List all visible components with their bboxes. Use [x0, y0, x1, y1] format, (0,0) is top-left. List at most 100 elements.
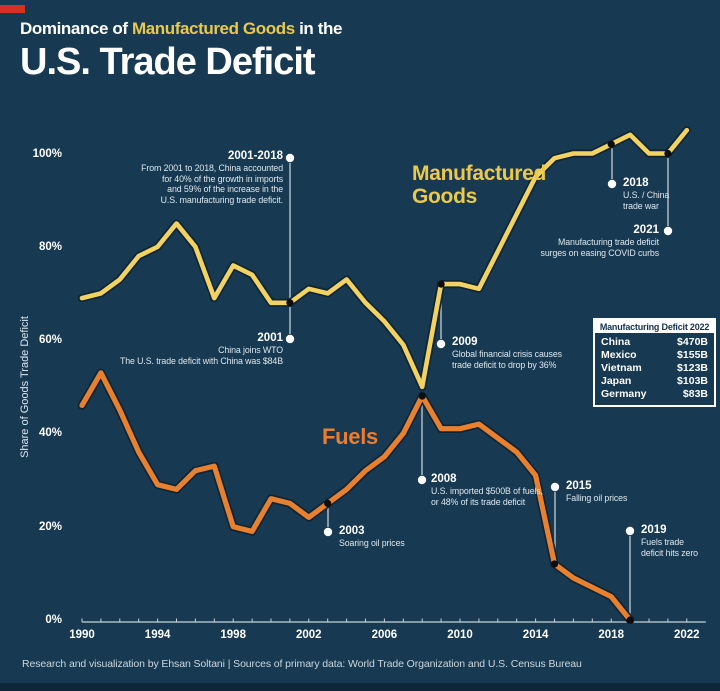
fuels-line: [79, 370, 633, 623]
x-tick-label-2002: 2002: [296, 629, 322, 641]
annotation-text: and 59% of the increase in the: [167, 184, 283, 194]
table-cell-value: $83B: [682, 388, 708, 400]
table-cell-value: $123B: [677, 362, 708, 374]
table-row: Vietnam $123B: [601, 362, 708, 375]
annotation-text: for 40% of the growth in imports: [162, 173, 283, 184]
annotation-text: deficit hits zero: [641, 547, 698, 558]
annotation-2001: 2001 China joins WTO The U.S. trade defi…: [120, 332, 283, 366]
annotation-text: surges on easing COVID curbs: [540, 247, 660, 258]
bottom-strip: [0, 683, 720, 691]
annotation-2021: 2021 Manufacturing trade deficit surges …: [540, 224, 660, 258]
series-label-manufactured-line1: Manufactured: [412, 162, 547, 185]
red-corner-badge: [0, 5, 25, 13]
annotation-year: 2003: [339, 525, 365, 537]
page-title: U.S. Trade Deficit: [20, 40, 316, 83]
annotation-2015: 2015 Falling oil prices: [566, 480, 627, 504]
annotation-text: trade deficit to drop by 36%: [452, 359, 557, 370]
series-label-manufactured-goods: Manufactured Goods: [412, 162, 546, 208]
table-body: China $470B Mexico $155B Vietnam $123B Japan $1…: [595, 333, 714, 405]
line-marker-dot-2018: [607, 140, 615, 148]
y-tick-label-100: 100%: [32, 147, 62, 160]
annotation-text: U.S. manufacturing trade deficit.: [160, 194, 283, 205]
table-cell-country: Germany: [601, 388, 647, 400]
x-tick-label-2006: 2006: [371, 629, 398, 641]
table-cell-value: $470B: [677, 336, 708, 348]
annotation-text: Global financial crisis causes: [452, 349, 562, 359]
annotation-2019: 2019 Fuels trade deficit hits zero: [641, 524, 698, 558]
line-marker-dot-2003: [324, 499, 332, 507]
series-label-manufactured-line2: Goods: [412, 185, 477, 208]
table-row: Mexico $155B: [601, 349, 708, 362]
callout-dot: [323, 527, 333, 537]
callout-dot: [285, 153, 295, 163]
table-row: Japan $103B: [601, 375, 708, 388]
annotation-text: China joins WTO: [218, 345, 283, 355]
annotation-2018: 2018 U.S. / China trade war: [623, 177, 669, 211]
callout-dot: [285, 334, 295, 344]
y-tick-label-60: 60%: [38, 334, 62, 347]
x-tick-label-1990: 1990: [69, 629, 95, 641]
annotation-year: 2021: [633, 224, 659, 236]
title-highlight: Manufactured Goods: [131, 19, 295, 38]
fuels-line-outline: [77, 368, 635, 625]
title-part2: in the: [294, 19, 343, 38]
table-cell-country: Mexico: [601, 349, 637, 361]
table-cell-value: $103B: [677, 375, 708, 387]
annotation-text: U.S. imported $500B of fuels,: [431, 486, 544, 496]
annotation-year: 2009: [452, 336, 478, 348]
line-marker-dot-2019: [626, 616, 634, 624]
y-tick-label-40: 40%: [38, 427, 62, 440]
manufacturing-deficit-table: Manufacturing Deficit 2022 China $470B Mex…: [593, 318, 716, 407]
annotation-text: or 48% of its trade deficit: [431, 496, 526, 507]
line-marker-dot-2009: [437, 280, 445, 288]
annotation-text: From 2001 to 2018, China accounted: [141, 163, 283, 173]
annotation-year: 2018: [623, 177, 649, 189]
annotation-text: U.S. / China: [623, 190, 670, 200]
y-tick-label-0: 0%: [45, 614, 62, 626]
annotation-text: Soaring oil prices: [339, 538, 405, 548]
line-marker-dot-2015: [550, 560, 559, 568]
callout-dot: [436, 339, 446, 349]
x-tick-label-1994: 1994: [144, 629, 171, 641]
table-cell-country: China: [601, 336, 631, 348]
title-part1: Dominance of: [20, 19, 132, 38]
source-credit: Research and visualization by Ehsan Solt…: [22, 658, 582, 670]
title-block: Dominance of Manufactured Goods in the U…: [20, 19, 343, 83]
annotation-text: Fuels trade: [641, 537, 684, 547]
annotation-text: The U.S. trade deficit with China was $8…: [119, 355, 283, 366]
annotation-year: 2019: [641, 524, 667, 536]
y-tick-label-80: 80%: [38, 240, 62, 253]
y-tick-label-20: 20%: [38, 520, 62, 533]
x-tick-label-2014: 2014: [522, 629, 549, 641]
callout-dot: [417, 475, 427, 485]
table-cell-country: Vietnam: [601, 362, 642, 374]
callout-dot: [607, 179, 617, 189]
line-marker-dot-2001: [286, 299, 294, 307]
callout-dot: [625, 526, 635, 536]
table-cell-country: Japan: [601, 375, 632, 387]
annotation-2003: 2003 Soaring oil prices: [339, 525, 405, 549]
x-tick-label-2010: 2010: [447, 629, 473, 641]
annotation-2001-2018: 2001-2018 From 2001 to 2018, China accou…: [141, 150, 283, 205]
annotation-year: 2008: [431, 473, 457, 485]
line-marker-dot-2021: [664, 149, 672, 158]
line-marker-dot-2008: [418, 392, 426, 400]
annotation-text: Manufacturing trade deficit: [558, 237, 659, 247]
table-row: Germany $83B: [601, 388, 708, 401]
annotation-2009: 2009 Global financial crisis causes trad…: [452, 336, 562, 370]
annotation-year: 2015: [566, 480, 592, 492]
x-tick-label-1998: 1998: [220, 629, 246, 641]
callout-dot: [550, 482, 560, 492]
title-subline: Dominance of Manufactured Goods in the: [20, 19, 343, 39]
x-tick-label-2018: 2018: [598, 629, 624, 641]
annotation-text: Falling oil prices: [566, 493, 628, 503]
annotation-year: 2001: [257, 332, 283, 344]
annotation-text: trade war: [623, 200, 659, 211]
manufactured-goods-line: [79, 127, 690, 390]
series-label-fuels: Fuels: [322, 424, 378, 449]
annotation-year: 2001-2018: [228, 150, 283, 162]
table-row: China $470B: [601, 336, 708, 349]
callout-dot: [663, 226, 673, 236]
